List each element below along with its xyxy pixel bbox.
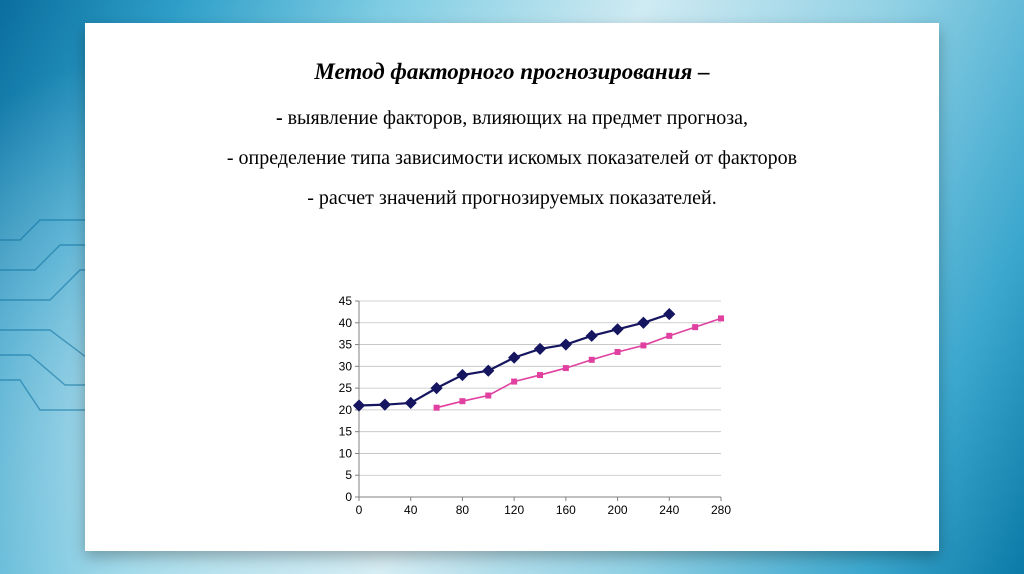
svg-text:120: 120 [504, 503, 524, 517]
svg-text:10: 10 [339, 446, 353, 460]
svg-text:240: 240 [659, 503, 679, 517]
svg-text:40: 40 [339, 316, 353, 330]
svg-text:45: 45 [339, 294, 353, 308]
slide-background: Метод факторного прогнозирования – - выя… [0, 0, 1024, 574]
content-card: Метод факторного прогнозирования – - выя… [85, 23, 939, 551]
svg-text:5: 5 [345, 468, 352, 482]
bullet-1: - выявление факторов, влияющих на предме… [125, 103, 899, 133]
svg-text:0: 0 [345, 490, 352, 504]
bullet-3: - расчет значений прогнозируемых показат… [125, 183, 899, 213]
svg-text:25: 25 [339, 381, 353, 395]
svg-text:280: 280 [711, 503, 731, 517]
svg-text:200: 200 [608, 503, 628, 517]
slide-title: Метод факторного прогнозирования – [125, 59, 899, 85]
svg-text:40: 40 [404, 503, 418, 517]
svg-text:160: 160 [556, 503, 576, 517]
svg-text:20: 20 [339, 403, 353, 417]
svg-text:80: 80 [456, 503, 470, 517]
chart-container: 0 5 10 15 20 25 30 35 40 45 0 40 80 120 160 200 240 280 [313, 291, 733, 527]
bullet-2: - определение типа зависимости искомых п… [125, 143, 899, 173]
bullet-1-text: выявление факторов, влияющих на предмет … [288, 107, 748, 129]
svg-text:35: 35 [339, 338, 353, 352]
svg-text:30: 30 [339, 359, 353, 373]
line-chart: 0 5 10 15 20 25 30 35 40 45 0 40 80 120 160 200 240 280 [313, 291, 733, 527]
svg-text:0: 0 [356, 503, 363, 517]
bullet-1-dash: - [276, 107, 288, 129]
svg-text:15: 15 [339, 425, 353, 439]
